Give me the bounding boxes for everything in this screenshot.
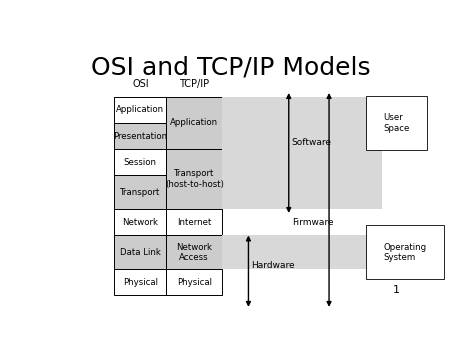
Text: Session: Session <box>124 158 157 167</box>
Text: TCP/IP: TCP/IP <box>179 79 209 89</box>
Text: Firmware: Firmware <box>292 218 333 227</box>
Text: Software: Software <box>292 139 332 147</box>
Text: 1: 1 <box>392 285 400 295</box>
Text: OSI and TCP/IP Models: OSI and TCP/IP Models <box>91 56 370 80</box>
Bar <box>166 269 222 295</box>
Bar <box>114 209 166 235</box>
Bar <box>222 97 382 149</box>
Bar <box>166 235 222 269</box>
Text: User
Space: User Space <box>383 113 410 132</box>
Bar <box>114 149 166 175</box>
Text: Network
Access: Network Access <box>176 243 212 262</box>
Text: Physical: Physical <box>177 278 211 287</box>
Bar <box>114 235 166 269</box>
Bar <box>114 123 166 149</box>
Bar <box>114 175 166 209</box>
Text: Transport: Transport <box>120 188 161 197</box>
Bar <box>114 269 166 295</box>
Bar <box>166 97 222 149</box>
Text: Application: Application <box>170 118 218 127</box>
Text: OSI: OSI <box>132 79 148 89</box>
Bar <box>222 235 382 269</box>
Bar <box>222 149 382 209</box>
Text: Transport
(host-to-host): Transport (host-to-host) <box>165 169 224 189</box>
Text: Network: Network <box>122 218 158 227</box>
Text: Hardware: Hardware <box>252 261 295 269</box>
Text: Application: Application <box>116 105 164 114</box>
Text: Internet: Internet <box>177 218 211 227</box>
Text: Physical: Physical <box>123 278 158 287</box>
Text: Operating
System: Operating System <box>383 243 427 262</box>
Bar <box>166 149 222 209</box>
Text: Data Link: Data Link <box>120 248 161 257</box>
Text: Presentation: Presentation <box>113 131 167 141</box>
Bar <box>166 209 222 235</box>
Bar <box>114 97 166 123</box>
